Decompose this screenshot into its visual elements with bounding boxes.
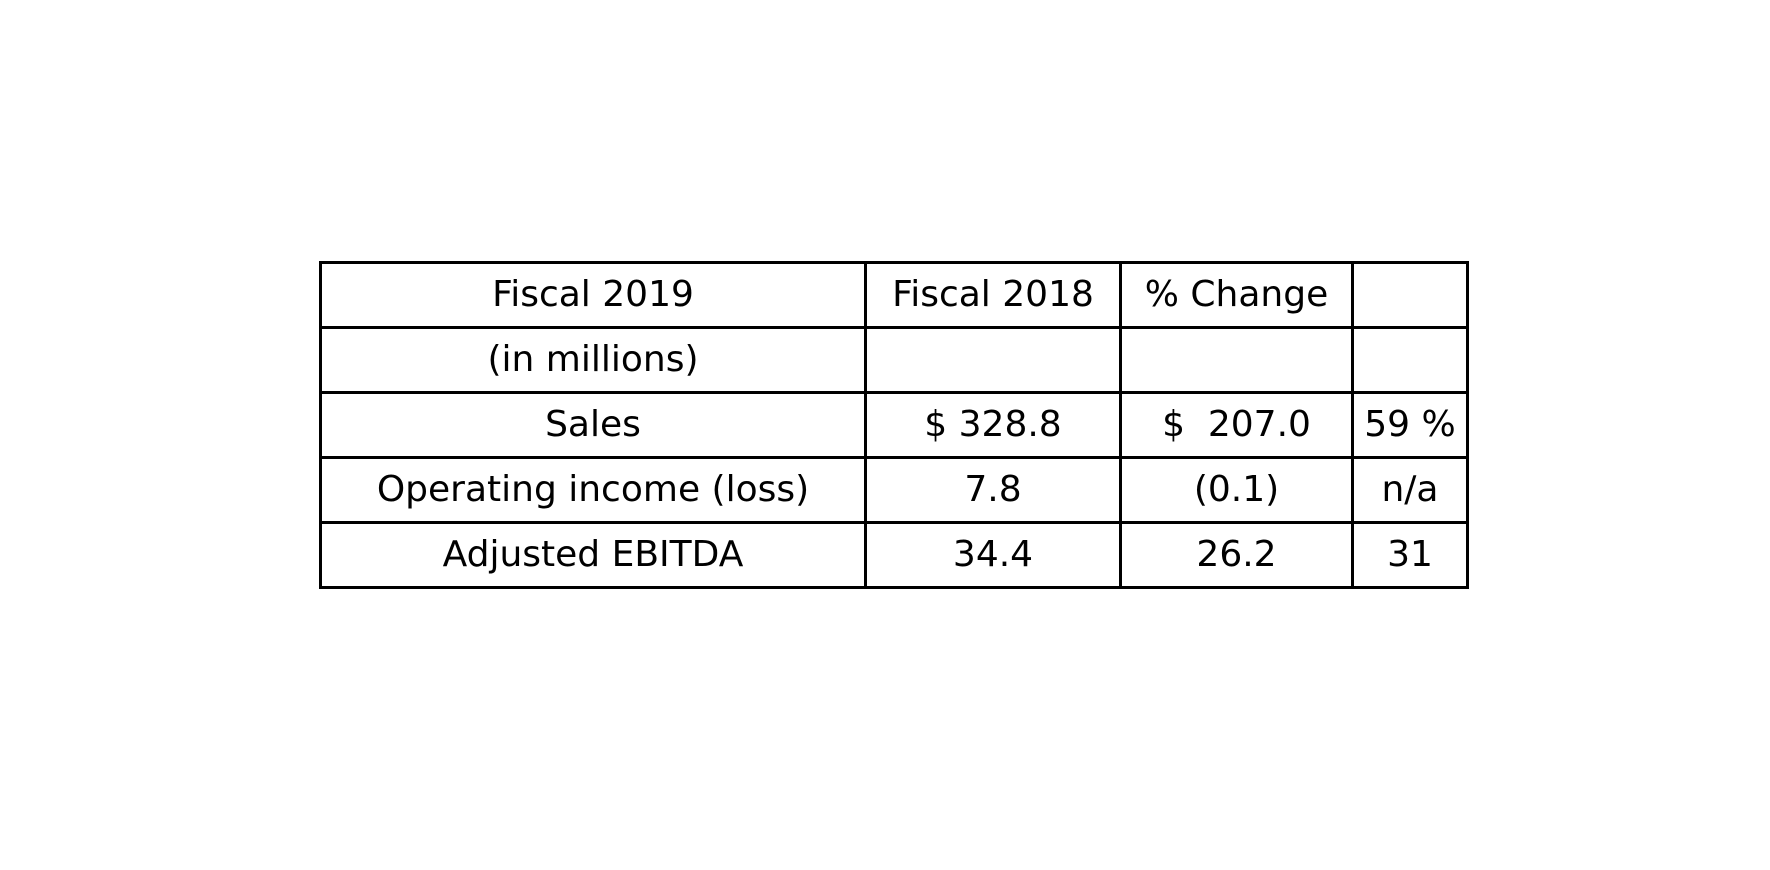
table-cell: 59 %	[1351, 391, 1469, 459]
table-cell: Fiscal 2019	[319, 261, 867, 329]
table-row: Operating income (loss) 7.8 (0.1) n/a	[319, 456, 1469, 524]
financial-table: Fiscal 2019 Fiscal 2018% Change (in millio…	[319, 261, 1469, 589]
table-cell: (0.1)	[1119, 456, 1354, 524]
table-cell	[1351, 326, 1469, 394]
table-cell: Fiscal 2018	[864, 261, 1122, 329]
table-row: Fiscal 2019 Fiscal 2018% Change	[319, 261, 1469, 329]
table-cell	[864, 326, 1122, 394]
table-body: Fiscal 2019 Fiscal 2018% Change (in millio…	[319, 261, 1469, 589]
table-cell	[1351, 261, 1469, 329]
table-cell: (in millions)	[319, 326, 867, 394]
table-cell: $ 207.0	[1119, 391, 1354, 459]
table-cell	[1119, 326, 1354, 394]
table-cell: Operating income (loss)	[319, 456, 867, 524]
table-cell: 26.2	[1119, 521, 1354, 589]
table-row: (in millions)	[319, 326, 1469, 394]
table-row: Adjusted EBITDA 34.4 26.2 31	[319, 521, 1469, 589]
table-cell: 31	[1351, 521, 1469, 589]
table-row: Sales $ 328.8 $ 207.0 59 %	[319, 391, 1469, 459]
table-cell: Sales	[319, 391, 867, 459]
table-cell: Adjusted EBITDA	[319, 521, 867, 589]
table-cell: % Change	[1119, 261, 1354, 329]
financial-table-container: Fiscal 2019 Fiscal 2018% Change (in millio…	[319, 261, 1469, 589]
table-cell: n/a	[1351, 456, 1469, 524]
table-cell: 34.4	[864, 521, 1122, 589]
table-cell: 7.8	[864, 456, 1122, 524]
table-cell: $ 328.8	[864, 391, 1122, 459]
